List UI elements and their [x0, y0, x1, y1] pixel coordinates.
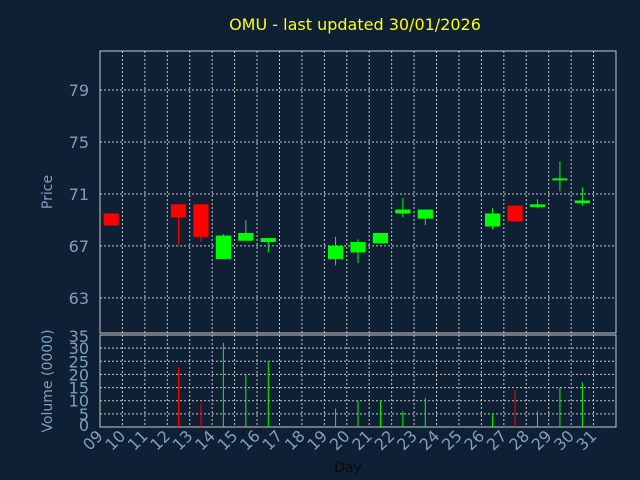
candle-body	[417, 209, 433, 219]
candle-body	[350, 242, 366, 253]
volume-tick-label: 35	[69, 327, 89, 346]
candle-body	[327, 245, 344, 259]
candle-body	[552, 178, 568, 181]
candle-body	[507, 205, 523, 222]
candle-body	[372, 232, 389, 244]
candle-body	[103, 213, 119, 226]
volume-tick-label: 25	[69, 352, 89, 371]
x-axis: 0910111213141516171819202122232425262728…	[79, 426, 600, 454]
price-tick-label: 79	[69, 81, 89, 100]
price-axis-label: Price	[40, 175, 56, 209]
price-tick-label: 71	[69, 185, 89, 204]
price-tick-label: 75	[69, 133, 89, 152]
candle-body	[484, 213, 501, 227]
candle-body	[574, 200, 590, 204]
price-plot-frame	[99, 50, 617, 334]
price-panel: 63 67 71 75 79	[69, 50, 617, 334]
x-tick-label: 31	[573, 426, 601, 454]
volume-tick-label: 30	[69, 339, 89, 358]
volume-axis-label: Volume (0000)	[40, 329, 56, 432]
candle-body	[215, 235, 232, 259]
volume-tick-label: 10	[69, 392, 89, 411]
candle-body	[529, 204, 546, 207]
volume-tick-label: 20	[69, 365, 89, 384]
candle-body	[193, 204, 209, 237]
candle-body	[395, 209, 411, 214]
x-axis-label: Day	[334, 460, 362, 476]
chart-title: OMU - last updated 30/01/2026	[229, 15, 481, 34]
candle-body	[238, 232, 254, 241]
candle-body	[260, 238, 276, 243]
volume-tick-label: 15	[69, 379, 89, 398]
volume-tick-label: 0	[79, 416, 89, 435]
price-tick-label: 63	[69, 289, 89, 308]
volume-tick-label: 5	[79, 405, 89, 424]
candle-body	[170, 204, 187, 218]
price-tick-label: 67	[69, 237, 89, 256]
